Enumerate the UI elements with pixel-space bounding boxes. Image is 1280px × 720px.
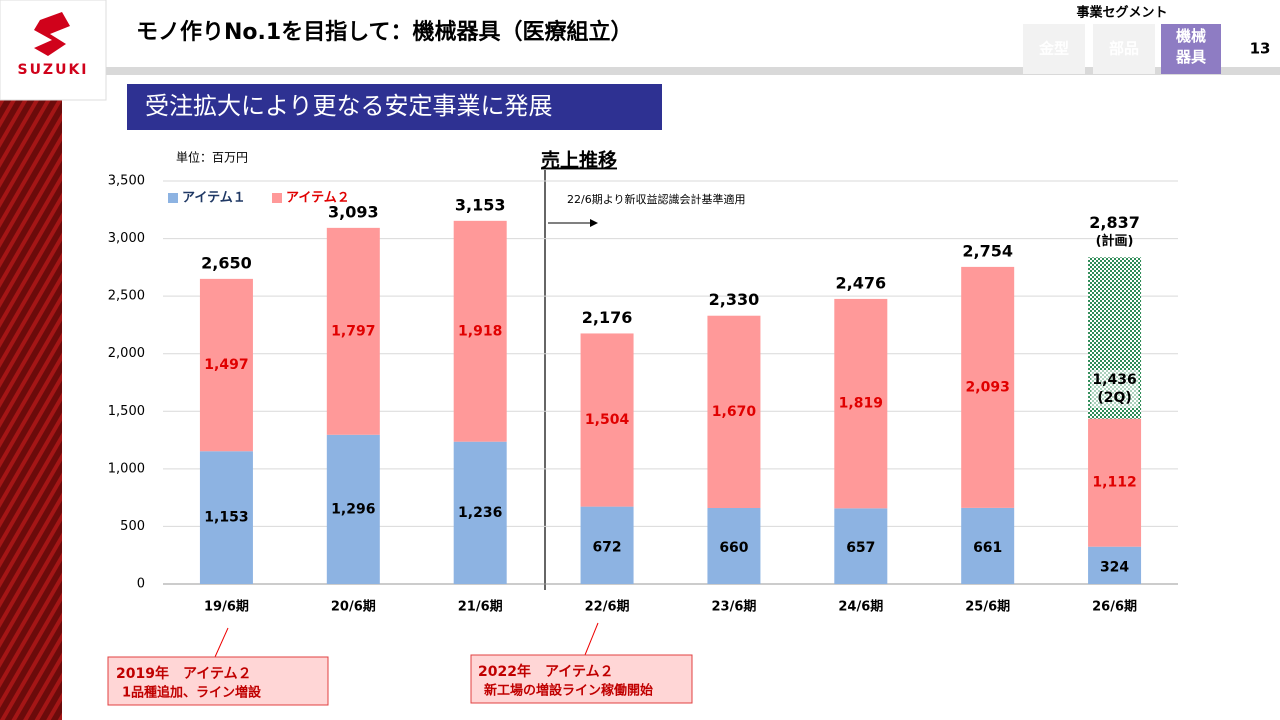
- callout-line: [584, 622, 599, 656]
- callout-box: [470, 654, 693, 704]
- total-label: 2,754: [962, 241, 1013, 260]
- callout-title: 2019年 アイテム２: [116, 665, 252, 682]
- logo-text: SUZUKI: [17, 62, 88, 78]
- total-label: 3,153: [455, 195, 506, 214]
- value-label: 672: [592, 539, 621, 555]
- callout-text: 1品種追加、ライン増設: [122, 685, 262, 701]
- bar-segment: [1088, 546, 1142, 584]
- y-tick-label: 1,500: [108, 404, 145, 419]
- y-tick-label: 3,500: [108, 174, 145, 189]
- callout-line: [214, 627, 229, 658]
- plan-label-bg: [1090, 370, 1139, 408]
- value-label: 1,797: [331, 323, 375, 339]
- tab-label: 機械器具: [1175, 27, 1206, 66]
- bar-segment: [199, 278, 253, 452]
- bar-segment: [453, 220, 507, 442]
- tab-label: 部品: [1109, 40, 1139, 58]
- banner: [127, 84, 662, 130]
- legend-swatch: [272, 193, 282, 203]
- bar-segment: [326, 434, 380, 584]
- y-tick-label: 500: [120, 519, 145, 534]
- tab-active-box: 機械器具: [1175, 27, 1206, 66]
- bar-segment: [580, 506, 634, 584]
- x-tick-label: 21/6期: [458, 600, 503, 615]
- value-label: 324: [1100, 559, 1129, 575]
- total-label: 2,176: [582, 308, 633, 327]
- bar-segment: [199, 451, 253, 584]
- x-tick-label: 25/6期: [965, 600, 1010, 615]
- x-tick-label: 26/6期: [1092, 600, 1137, 615]
- bar-segment: [453, 441, 507, 584]
- plan-subtotal-label: 1,436: [1092, 372, 1136, 388]
- value-label: 1,918: [458, 323, 502, 339]
- callout-text: 新工場の増設ライン稼働開始: [484, 683, 653, 699]
- value-label: 1,112: [1092, 475, 1136, 491]
- value-label: 660: [719, 540, 748, 556]
- x-tick-label: 22/6期: [585, 600, 630, 615]
- value-label: 1,153: [204, 510, 248, 526]
- y-tick-label: 0: [137, 577, 145, 592]
- y-tick-label: 3,000: [108, 231, 145, 246]
- callout-title: 2022年 アイテム２: [478, 663, 614, 680]
- x-tick-label: 24/6期: [838, 600, 883, 615]
- tab-label: 金型: [1038, 40, 1069, 58]
- callout-box: [107, 656, 329, 706]
- x-tick-label: 20/6期: [331, 600, 376, 615]
- plan-subtotal-note: (2Q): [1097, 390, 1131, 406]
- total-label: 2,476: [836, 273, 887, 292]
- bar-segment: [834, 508, 888, 584]
- total-label: 3,093: [328, 202, 379, 221]
- logo-mark: [34, 12, 70, 56]
- title-rule: [106, 67, 1280, 75]
- banner-text: 受注拡大により更なる安定事業に発展: [145, 92, 553, 120]
- plan-note: (計画): [1096, 233, 1134, 249]
- total-label: 2,330: [709, 290, 760, 309]
- value-label: 2,093: [966, 379, 1010, 395]
- annotation: 22/6期より新収益認識会計基準適用: [567, 192, 745, 206]
- x-tick-label: 19/6期: [204, 600, 249, 615]
- tab-active: [1161, 24, 1221, 74]
- bar-segment: [961, 266, 1015, 508]
- bar-segment: [707, 315, 761, 509]
- legend-swatch: [168, 193, 178, 203]
- value-label: 1,670: [712, 404, 757, 420]
- side-decoration: [0, 100, 62, 720]
- unit-label: 単位：百万円: [176, 150, 248, 165]
- legend-label: アイテム１: [182, 191, 246, 206]
- y-tick-label: 2,000: [108, 346, 145, 361]
- y-tick-label: 1,000: [108, 461, 145, 476]
- value-label: 1,236: [458, 505, 502, 521]
- bar-segment: [580, 333, 634, 507]
- annotation-arrowhead: [590, 219, 598, 227]
- value-label: 1,497: [204, 357, 248, 373]
- segment-label: 事業セグメント: [1076, 5, 1167, 21]
- page-number: 13: [1250, 40, 1271, 58]
- total-label: 2,837: [1089, 213, 1140, 232]
- bar-segment: [1088, 418, 1142, 547]
- value-label: 1,296: [331, 501, 375, 517]
- total-label: 2,650: [201, 253, 252, 272]
- bar-segment: [961, 507, 1015, 584]
- tab: [1023, 24, 1085, 74]
- value-label: 661: [973, 540, 1002, 556]
- legend-label: アイテム２: [286, 191, 350, 206]
- bar-segment: [707, 508, 761, 584]
- tab: [1093, 24, 1155, 74]
- title: モノ作りNo.1を目指して：機械器具（医療組立）: [136, 19, 633, 45]
- bar-segment: [326, 227, 380, 435]
- value-label: 657: [846, 540, 875, 556]
- value-label: 1,504: [585, 412, 630, 428]
- x-tick-label: 23/6期: [711, 600, 756, 615]
- bar-segment: [834, 298, 888, 509]
- value-label: 1,819: [839, 396, 883, 412]
- y-tick-label: 2,500: [108, 289, 145, 304]
- chart-subtitle: 売上推移: [541, 149, 617, 172]
